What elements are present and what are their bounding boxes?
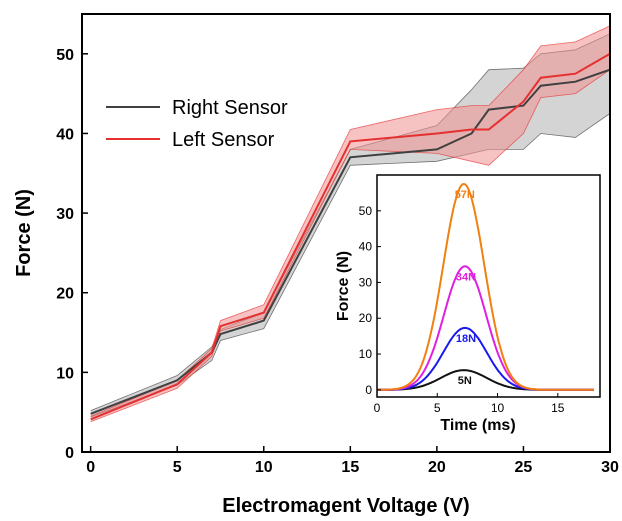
main-x-axis-title: Electromagent Voltage (V) <box>222 495 469 517</box>
inset-y-axis-title: Force (N) <box>335 251 352 321</box>
inset-y-ticks: 0 10 20 30 40 50 <box>359 204 381 397</box>
inset-series-lines <box>377 182 594 391</box>
right-sensor-band-lower-edge <box>90 113 611 418</box>
legend-label-right-sensor: Right Sensor <box>172 97 288 119</box>
inset-y-tick-label: 30 <box>359 275 373 289</box>
x-tick-label: 25 <box>515 459 533 476</box>
left-sensor-band <box>90 25 610 422</box>
main-x-ticks: 0 5 10 15 20 25 30 <box>86 446 619 476</box>
inset-y-tick-label: 40 <box>359 240 373 254</box>
pulse-57n-curve <box>377 182 594 391</box>
pulse-18n-label: 18N <box>456 333 476 345</box>
inset-x-tick-label: 15 <box>551 401 565 415</box>
pulse-5n-label: 5N <box>458 375 472 387</box>
inset-x-tick-label: 10 <box>491 401 505 415</box>
x-tick-label: 10 <box>255 459 273 476</box>
x-tick-label: 5 <box>173 459 182 476</box>
inset-y-tick-label: 50 <box>359 204 373 218</box>
inset-peak-labels: 5N 18N 34N 57N <box>455 189 476 387</box>
x-tick-label: 0 <box>86 459 95 476</box>
left-sensor-line <box>90 52 611 421</box>
x-tick-label: 30 <box>601 459 619 476</box>
main-y-ticks: 0 10 20 30 40 50 <box>56 47 88 462</box>
main-plot-frame <box>81 13 611 453</box>
left-sensor-band-upper-edge <box>90 25 611 417</box>
left-sensor-band-lower-edge <box>90 69 611 423</box>
x-tick-label: 15 <box>341 459 359 476</box>
inset-x-tick-label: 0 <box>374 401 381 415</box>
inset-y-tick-label: 10 <box>359 347 373 361</box>
legend-label-left-sensor: Left Sensor <box>172 129 275 151</box>
y-tick-label: 40 <box>56 126 74 143</box>
pulse-34n-label: 34N <box>456 271 476 283</box>
legend: Right Sensor Left Sensor <box>106 97 288 151</box>
y-tick-label: 0 <box>65 445 74 462</box>
inset-x-tick-label: 5 <box>434 401 441 415</box>
main-y-axis-title: Force (N) <box>13 189 35 277</box>
inset-x-axis-title: Time (ms) <box>440 417 515 434</box>
y-tick-label: 30 <box>56 206 74 223</box>
inset-chart: 5N 18N 34N 57N 0 5 10 15 0 10 20 30 40 50 Time (ms)… <box>335 174 601 434</box>
x-tick-label: 20 <box>428 459 446 476</box>
pulse-57n-label: 57N <box>455 189 475 201</box>
inset-y-tick-label: 0 <box>365 383 372 397</box>
inset-y-tick-label: 20 <box>359 311 373 325</box>
main-series-lines <box>90 52 611 421</box>
y-tick-label: 20 <box>56 286 74 303</box>
inset-plot-frame <box>376 174 601 398</box>
y-tick-label: 50 <box>56 47 74 64</box>
inset-x-ticks: 0 5 10 15 <box>374 393 565 415</box>
y-tick-label: 10 <box>56 365 74 382</box>
